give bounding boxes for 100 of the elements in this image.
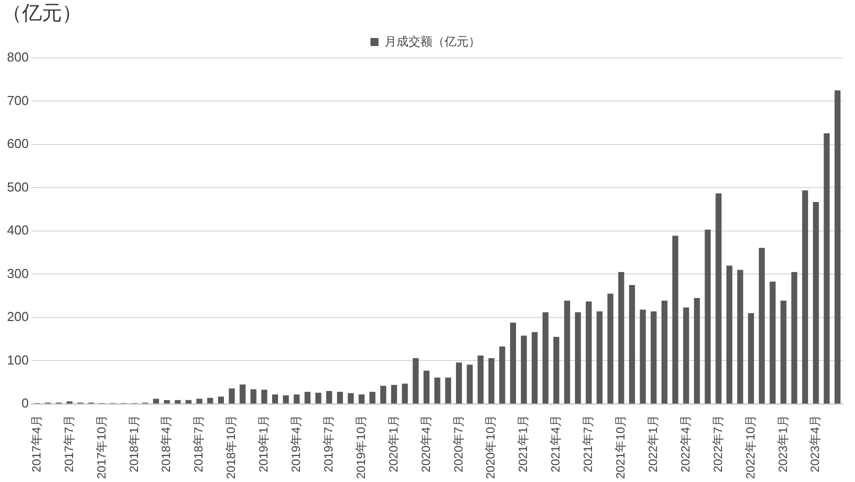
bar	[770, 282, 776, 404]
bar	[542, 312, 548, 404]
bar	[424, 370, 430, 404]
y-tick-label: 600	[6, 136, 29, 152]
y-tick-label: 100	[6, 352, 29, 368]
x-tick-label: 2020年10月	[484, 414, 498, 480]
bar	[748, 313, 754, 404]
bar	[834, 90, 841, 404]
bar	[304, 392, 310, 404]
y-axis-title: （亿元）	[2, 2, 82, 25]
bar	[478, 356, 484, 404]
y-tick-label: 800	[6, 50, 29, 65]
bar	[726, 266, 732, 404]
x-tick-label: 2019年4月	[289, 414, 304, 472]
y-tick-label: 300	[6, 266, 29, 281]
bar	[326, 390, 332, 404]
bar	[207, 398, 214, 404]
bar	[358, 394, 365, 404]
x-tick-label: 2017年10月	[94, 414, 108, 480]
bar	[672, 236, 678, 404]
bar	[607, 294, 614, 404]
x-tick-label: 2020年7月	[451, 414, 466, 472]
bar	[412, 358, 419, 404]
bar	[456, 362, 462, 404]
bar	[186, 400, 192, 404]
x-tick-label: 2019年1月	[256, 414, 271, 472]
bar	[336, 392, 343, 404]
bar	[228, 388, 235, 404]
bar	[282, 395, 289, 404]
bar	[380, 386, 386, 404]
bar	[596, 311, 603, 404]
bar	[586, 301, 592, 404]
y-tick-label: 0	[21, 396, 29, 411]
bar	[791, 272, 798, 404]
bar	[466, 364, 473, 404]
x-tick-label: 2017年4月	[29, 414, 44, 472]
y-tick-label: 700	[6, 92, 29, 108]
bar	[618, 272, 624, 404]
x-tick-label: 2021年1月	[516, 414, 530, 472]
x-tick-label: 2022年1月	[646, 414, 660, 472]
bar	[250, 389, 256, 404]
bar	[532, 332, 538, 404]
bar	[650, 311, 657, 404]
bar	[824, 133, 830, 404]
x-tick-label: 2020年4月	[418, 414, 433, 472]
x-tick-label: 2018年10月	[224, 414, 238, 480]
x-tick-label: 2018年4月	[159, 414, 174, 472]
bar	[499, 346, 506, 404]
bar	[488, 358, 494, 404]
x-tick-label: 2023年1月	[776, 414, 790, 472]
bar	[240, 384, 246, 404]
bar	[402, 384, 408, 404]
bar	[391, 384, 398, 404]
bar	[272, 394, 278, 404]
bar	[510, 322, 516, 404]
x-tick-label: 2021年10月	[614, 414, 628, 480]
x-tick-label: 2021年7月	[581, 414, 596, 472]
x-tick-label: 2020年1月	[386, 414, 400, 472]
bar	[434, 378, 440, 404]
bar	[218, 396, 224, 404]
x-tick-label: 2021年4月	[548, 414, 563, 472]
x-tick-label: 2019年10月	[354, 414, 368, 480]
bar	[315, 392, 322, 404]
bar	[369, 392, 376, 404]
bar	[802, 190, 808, 404]
bar	[758, 248, 765, 404]
y-tick-label: 400	[6, 222, 29, 238]
x-tick-label: 2017年7月	[62, 414, 76, 472]
bar	[812, 202, 819, 404]
bar	[780, 300, 786, 404]
bar	[348, 393, 354, 404]
bar	[520, 336, 527, 404]
bar	[662, 300, 668, 404]
bar	[164, 400, 170, 404]
bar	[196, 398, 202, 404]
bar	[683, 308, 690, 404]
bar	[629, 285, 635, 404]
bar	[294, 394, 300, 404]
bar	[716, 193, 722, 404]
bar	[553, 336, 560, 404]
x-tick-label: 2018年7月	[192, 414, 206, 472]
bar	[574, 312, 581, 404]
bar	[694, 298, 700, 404]
bar	[174, 400, 181, 404]
bar	[153, 398, 160, 404]
bar	[704, 230, 711, 404]
x-tick-label: 2022年7月	[710, 414, 725, 472]
x-tick-label: 2023年4月	[808, 414, 822, 472]
y-tick-label: 500	[6, 179, 29, 194]
bar	[445, 378, 452, 404]
bar	[261, 390, 268, 404]
x-tick-label: 2019年7月	[321, 414, 336, 472]
bar	[640, 310, 646, 404]
bar	[737, 270, 744, 404]
x-tick-label: 2018年1月	[126, 414, 141, 472]
x-tick-label: 2022年10月	[743, 414, 758, 480]
legend-label: 月成交额（亿元）	[384, 34, 480, 48]
y-tick-label: 200	[6, 309, 29, 324]
x-tick-label: 2022年4月	[678, 414, 692, 472]
bar	[564, 300, 570, 404]
